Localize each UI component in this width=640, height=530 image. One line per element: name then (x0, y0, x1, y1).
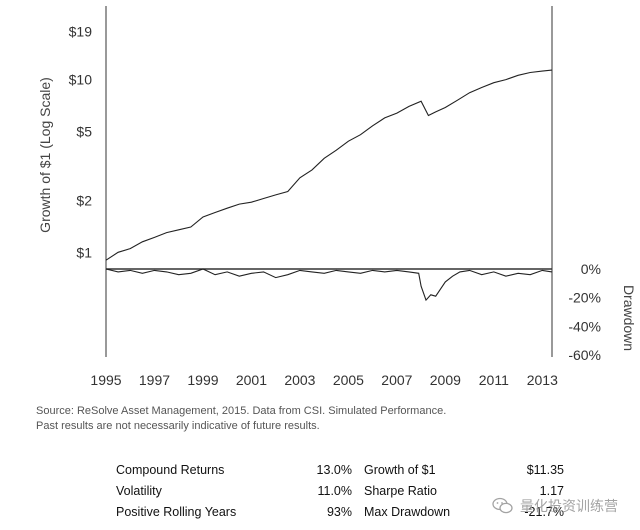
x-tick-label: 1995 (90, 372, 121, 388)
stat-value: 13.0% (316, 462, 352, 477)
drawdown-tick-label: -60% (568, 347, 601, 363)
watermark-text: 量化投资训练营 (520, 498, 618, 514)
x-tick-label: 2005 (333, 372, 364, 388)
stat-label: Max Drawdown (364, 504, 451, 519)
chart-area: $1 $2 $5 $10 $19 0% -20% -40% -60% 1995 1997 1999… (37, 6, 637, 388)
source-line-1: Source: ReSolve Asset Management, 2015. … (36, 405, 447, 417)
x-tick-label: 2001 (236, 372, 267, 388)
stats-row: Positive Rolling Years 93% Max Drawdown … (116, 501, 564, 522)
stats-table: Compound Returns 13.0% Growth of $1 $11.… (116, 459, 564, 522)
x-tick-label: 1999 (187, 372, 218, 388)
stat-value: $11.35 (526, 462, 564, 477)
x-tick-label: 2007 (381, 372, 412, 388)
stat-value: 93% (326, 504, 352, 519)
stats-row: Volatility 11.0% Sharpe Ratio 1.17 (116, 480, 564, 501)
drawdown-series-line (105, 268, 553, 302)
y-tick-label: $2 (76, 192, 92, 208)
y-tick-label: $19 (69, 24, 93, 40)
x-tick-label: 2009 (430, 372, 461, 388)
stat-label: Compound Returns (116, 462, 225, 477)
x-tick-label: 1997 (139, 372, 170, 388)
source-line-2: Past results are not necessarily indicat… (36, 420, 320, 432)
y-tick-label: $10 (69, 72, 93, 88)
x-tick-label: 2003 (284, 372, 315, 388)
stat-label: Growth of $1 (364, 462, 436, 477)
growth-series-line (105, 69, 553, 261)
drawdown-tick-label: 0% (581, 261, 601, 277)
stat-value: 11.0% (317, 483, 352, 498)
source-note: Source: ReSolve Asset Management, 2015. … (36, 404, 446, 434)
y-tick-label: $1 (76, 244, 92, 260)
y-tick-label: $5 (76, 124, 92, 140)
stat-label: Volatility (116, 483, 162, 498)
drawdown-tick-label: -20% (568, 290, 601, 306)
x-tick-label: 2013 (527, 372, 558, 388)
stat-value: -21.7% (524, 504, 564, 519)
wechat-icon (492, 497, 513, 514)
stats-row: Compound Returns 13.0% Growth of $1 $11.… (116, 459, 564, 480)
y-axis-title: Growth of $1 (Log Scale) (37, 77, 53, 233)
x-tick-label: 2011 (479, 372, 509, 388)
watermark: 量化投资训练营 (492, 496, 618, 516)
growth-drawdown-chart: $1 $2 $5 $10 $19 0% -20% -40% -60% 1995 1997 1999… (37, 6, 637, 388)
stat-label: Sharpe Ratio (364, 483, 437, 498)
drawdown-axis-title: Drawdown (621, 285, 637, 351)
stat-label: Positive Rolling Years (116, 504, 237, 519)
drawdown-tick-label: -40% (568, 318, 601, 334)
stat-value: 1.17 (539, 483, 564, 498)
